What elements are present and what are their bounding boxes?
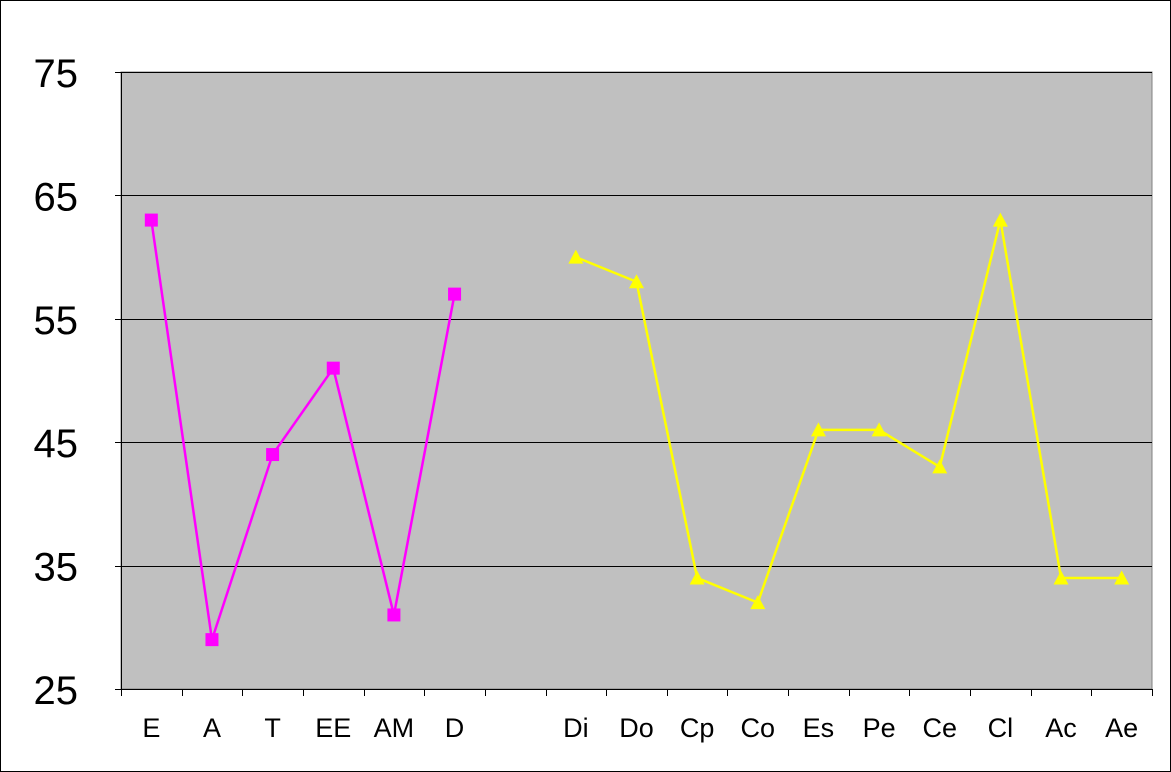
x-tick-label: Cl — [988, 713, 1014, 743]
series-2-triangle-point — [932, 459, 948, 474]
x-tick-label: D — [445, 713, 465, 743]
series-2-triangle-point — [568, 249, 584, 264]
series-1-square-point — [144, 213, 158, 227]
x-tick-label: AM — [374, 713, 415, 743]
series-2-triangle-point — [1053, 570, 1069, 585]
y-tick-label: 25 — [34, 669, 79, 713]
y-tick-label: 65 — [34, 175, 79, 219]
series-2-triangle-point — [689, 570, 705, 585]
x-tick-label: Ac — [1045, 713, 1077, 743]
y-tick-label: 45 — [34, 422, 79, 466]
series-markers — [144, 212, 1130, 647]
x-tick-label: Es — [803, 713, 835, 743]
x-tick-label: Pe — [863, 713, 896, 743]
y-tick-label: 75 — [34, 52, 79, 96]
series-1-square-point — [387, 608, 401, 622]
series-lines — [150, 219, 1122, 641]
series-line-1 — [150, 219, 456, 641]
gridlines — [121, 72, 1152, 567]
series-1-square-point — [205, 633, 219, 647]
x-tick-label: Ae — [1105, 713, 1138, 743]
y-tick-label: 35 — [34, 546, 79, 590]
x-tick-label: Di — [563, 713, 589, 743]
x-axis-tick-labels: E A T EE AM D Di Do Cp Co Es Pe Ce Cl Ac Ae — [142, 713, 1138, 743]
series-2-triangle-point — [750, 595, 766, 610]
x-tick-label: E — [142, 713, 160, 743]
y-tick-label: 55 — [34, 299, 79, 343]
plot-background — [120, 71, 1153, 690]
axes — [115, 72, 1153, 696]
x-tick-label: Do — [619, 713, 654, 743]
series-2-triangle-point — [871, 422, 887, 437]
series-1-square-point — [448, 287, 462, 301]
x-tick-label: EE — [315, 713, 351, 743]
series-2-triangle-point — [810, 422, 826, 437]
x-tick-label: T — [264, 713, 281, 743]
series-2-triangle-point — [992, 212, 1008, 227]
series-2-triangle-point — [629, 274, 644, 289]
series-1-square-point — [266, 448, 280, 462]
x-tick-label: A — [203, 713, 221, 743]
x-tick-label: Co — [741, 713, 776, 743]
x-tick-label: Ce — [922, 713, 957, 743]
series-2-triangle-point — [1114, 570, 1130, 585]
y-axis-tick-labels: 25 35 45 55 65 75 — [34, 52, 79, 713]
x-tick-label: Cp — [680, 713, 715, 743]
series-1-square-point — [326, 361, 340, 375]
plot-area — [120, 71, 1153, 690]
series-line-2 — [575, 219, 1122, 605]
